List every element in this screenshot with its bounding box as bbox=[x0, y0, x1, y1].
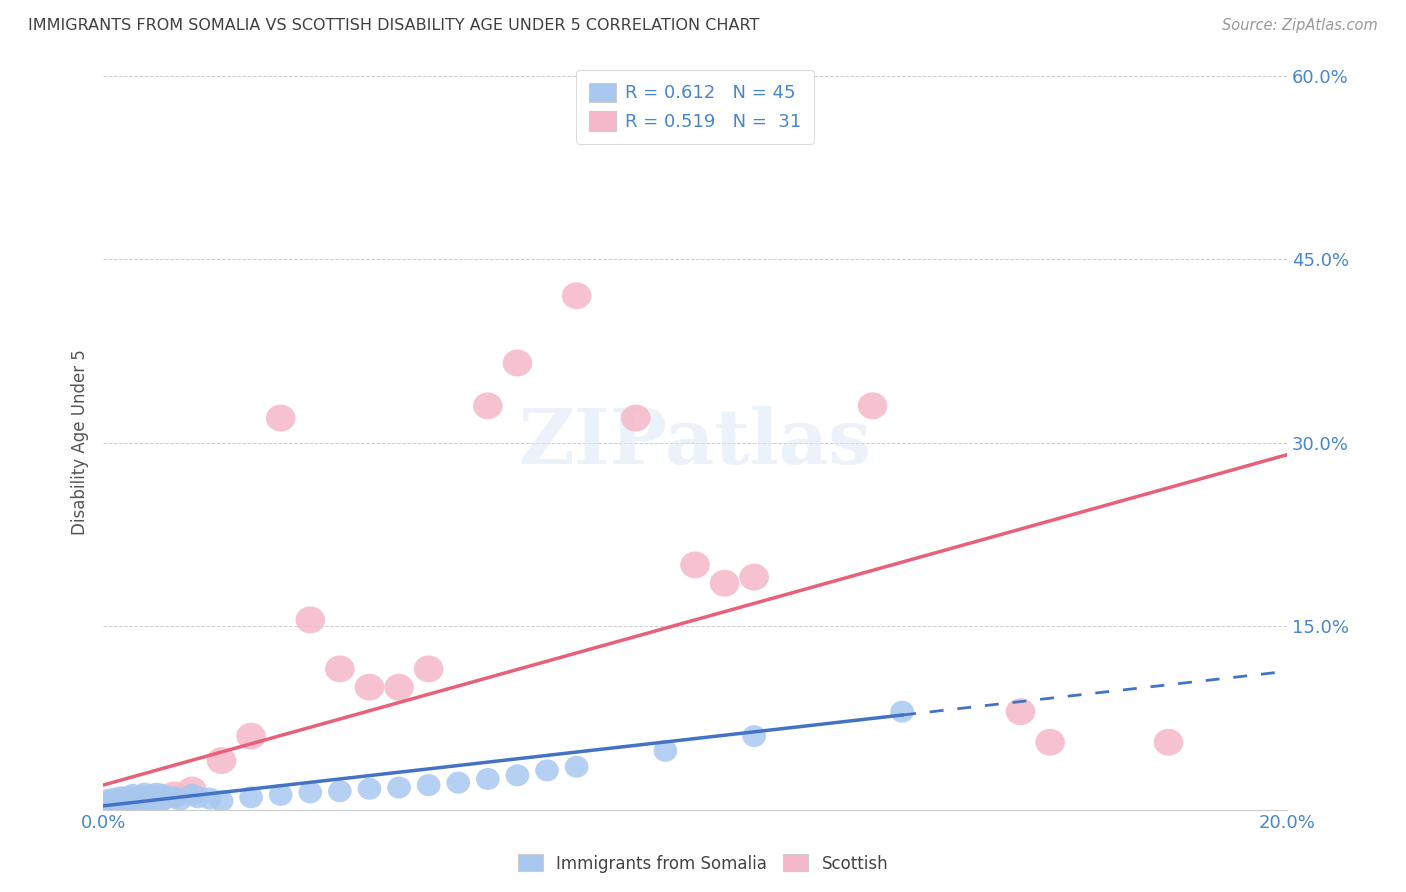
Ellipse shape bbox=[103, 794, 127, 815]
Ellipse shape bbox=[121, 789, 145, 811]
Ellipse shape bbox=[115, 786, 139, 808]
Text: IMMIGRANTS FROM SOMALIA VS SCOTTISH DISABILITY AGE UNDER 5 CORRELATION CHART: IMMIGRANTS FROM SOMALIA VS SCOTTISH DISA… bbox=[28, 18, 759, 33]
Ellipse shape bbox=[681, 551, 710, 578]
Ellipse shape bbox=[710, 570, 740, 597]
Ellipse shape bbox=[742, 725, 766, 747]
Ellipse shape bbox=[136, 788, 166, 814]
Ellipse shape bbox=[239, 786, 263, 808]
Ellipse shape bbox=[148, 784, 177, 811]
Ellipse shape bbox=[186, 786, 209, 808]
Ellipse shape bbox=[354, 673, 384, 700]
Ellipse shape bbox=[139, 784, 162, 805]
Ellipse shape bbox=[150, 789, 174, 811]
Ellipse shape bbox=[112, 790, 142, 817]
Ellipse shape bbox=[472, 392, 502, 419]
Ellipse shape bbox=[207, 747, 236, 774]
Ellipse shape bbox=[162, 786, 186, 808]
Ellipse shape bbox=[295, 607, 325, 633]
Ellipse shape bbox=[269, 784, 292, 805]
Ellipse shape bbox=[103, 788, 127, 810]
Ellipse shape bbox=[150, 784, 174, 805]
Ellipse shape bbox=[536, 759, 558, 781]
Ellipse shape bbox=[145, 782, 169, 805]
Ellipse shape bbox=[132, 782, 156, 805]
Ellipse shape bbox=[110, 790, 132, 812]
Ellipse shape bbox=[328, 780, 352, 802]
Ellipse shape bbox=[654, 739, 678, 762]
Ellipse shape bbox=[266, 405, 295, 432]
Ellipse shape bbox=[562, 282, 592, 310]
Ellipse shape bbox=[1154, 729, 1184, 756]
Ellipse shape bbox=[124, 788, 153, 814]
Ellipse shape bbox=[105, 789, 136, 815]
Legend: Immigrants from Somalia, Scottish: Immigrants from Somalia, Scottish bbox=[510, 847, 896, 880]
Ellipse shape bbox=[236, 723, 266, 749]
Ellipse shape bbox=[110, 786, 132, 808]
Y-axis label: Disability Age Under 5: Disability Age Under 5 bbox=[72, 350, 89, 535]
Ellipse shape bbox=[121, 784, 145, 805]
Ellipse shape bbox=[97, 789, 121, 811]
Ellipse shape bbox=[198, 788, 222, 810]
Ellipse shape bbox=[169, 789, 191, 811]
Ellipse shape bbox=[565, 756, 589, 778]
Ellipse shape bbox=[858, 392, 887, 419]
Ellipse shape bbox=[325, 656, 354, 682]
Ellipse shape bbox=[502, 350, 533, 376]
Ellipse shape bbox=[180, 784, 204, 805]
Text: ZIPatlas: ZIPatlas bbox=[519, 406, 872, 480]
Ellipse shape bbox=[740, 564, 769, 591]
Ellipse shape bbox=[127, 791, 150, 814]
Ellipse shape bbox=[413, 656, 443, 682]
Ellipse shape bbox=[506, 764, 529, 786]
Ellipse shape bbox=[1035, 729, 1064, 756]
Ellipse shape bbox=[121, 794, 145, 815]
Ellipse shape bbox=[139, 789, 162, 811]
Ellipse shape bbox=[477, 768, 499, 790]
Ellipse shape bbox=[890, 700, 914, 723]
Ellipse shape bbox=[298, 781, 322, 804]
Ellipse shape bbox=[446, 772, 470, 794]
Ellipse shape bbox=[118, 786, 148, 814]
Ellipse shape bbox=[97, 795, 121, 817]
Ellipse shape bbox=[127, 786, 150, 808]
Ellipse shape bbox=[416, 774, 440, 796]
Ellipse shape bbox=[384, 673, 413, 700]
Ellipse shape bbox=[177, 777, 207, 804]
Ellipse shape bbox=[357, 778, 381, 800]
Ellipse shape bbox=[110, 792, 132, 814]
Ellipse shape bbox=[100, 791, 129, 818]
Ellipse shape bbox=[94, 790, 124, 817]
Ellipse shape bbox=[209, 790, 233, 812]
Ellipse shape bbox=[145, 788, 169, 810]
Ellipse shape bbox=[1005, 698, 1035, 725]
Ellipse shape bbox=[115, 791, 139, 814]
Legend: R = 0.612   N = 45, R = 0.519   N =  31: R = 0.612 N = 45, R = 0.519 N = 31 bbox=[576, 70, 814, 144]
Ellipse shape bbox=[156, 786, 180, 808]
Ellipse shape bbox=[94, 792, 124, 820]
Ellipse shape bbox=[387, 777, 411, 798]
Ellipse shape bbox=[132, 786, 156, 808]
Ellipse shape bbox=[621, 405, 651, 432]
Text: Source: ZipAtlas.com: Source: ZipAtlas.com bbox=[1222, 18, 1378, 33]
Ellipse shape bbox=[159, 781, 188, 808]
Ellipse shape bbox=[129, 785, 159, 812]
Ellipse shape bbox=[132, 790, 156, 812]
